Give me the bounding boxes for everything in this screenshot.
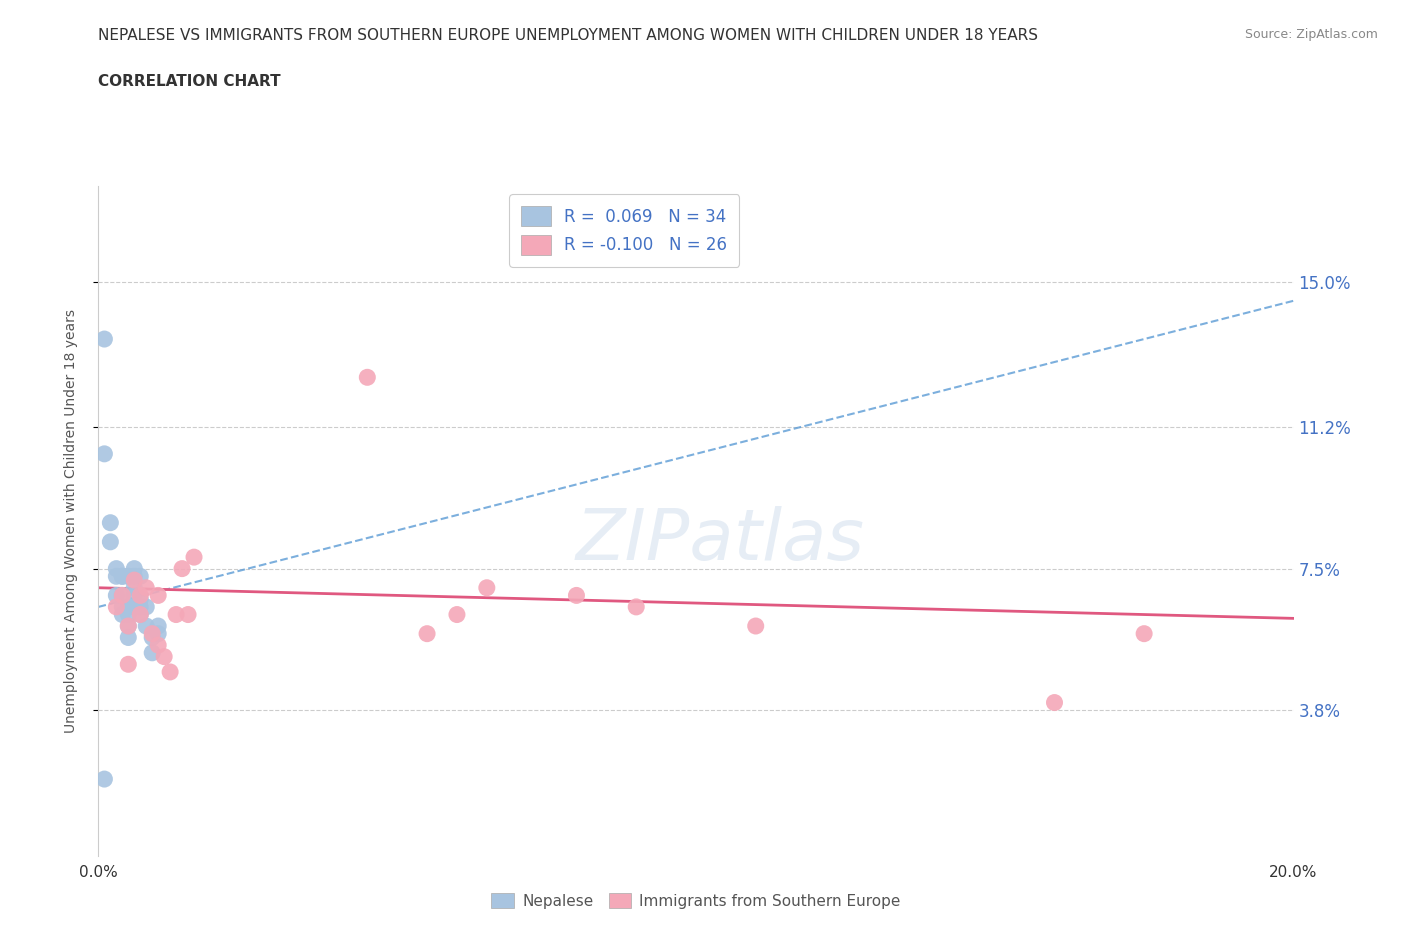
- Point: [135, 618, 157, 633]
- Point: [475, 580, 498, 595]
- Point: [159, 665, 181, 680]
- Text: CORRELATION CHART: CORRELATION CHART: [98, 74, 281, 89]
- Point: [117, 600, 139, 615]
- Point: [153, 649, 176, 664]
- Point: [117, 569, 139, 584]
- Point: [148, 638, 170, 653]
- Point: [124, 600, 146, 615]
- Text: NEPALESE VS IMMIGRANTS FROM SOUTHERN EUROPE UNEMPLOYMENT AMONG WOMEN WITH CHILDR: NEPALESE VS IMMIGRANTS FROM SOUTHERN EUR…: [98, 28, 1039, 43]
- Point: [124, 580, 146, 595]
- Point: [117, 569, 139, 584]
- Point: [111, 588, 134, 603]
- Point: [105, 569, 128, 584]
- Point: [148, 588, 170, 603]
- Point: [124, 573, 146, 588]
- Point: [93, 332, 115, 347]
- Point: [446, 607, 468, 622]
- Point: [111, 569, 134, 584]
- Point: [745, 618, 768, 633]
- Point: [117, 618, 139, 633]
- Point: [148, 626, 170, 641]
- Point: [148, 618, 170, 633]
- Point: [129, 607, 152, 622]
- Point: [111, 607, 134, 622]
- Point: [129, 600, 152, 615]
- Point: [105, 561, 128, 576]
- Point: [141, 626, 163, 641]
- Point: [129, 591, 152, 606]
- Point: [135, 600, 157, 615]
- Point: [111, 600, 134, 615]
- Point: [416, 626, 439, 641]
- Point: [1133, 626, 1156, 641]
- Text: ZIPatlas: ZIPatlas: [575, 507, 865, 576]
- Point: [129, 569, 152, 584]
- Point: [117, 607, 139, 622]
- Point: [124, 561, 146, 576]
- Point: [117, 657, 139, 671]
- Point: [626, 600, 648, 615]
- Point: [565, 588, 588, 603]
- Point: [105, 600, 128, 615]
- Point: [93, 446, 115, 461]
- Point: [111, 569, 134, 584]
- Point: [129, 588, 152, 603]
- Point: [117, 618, 139, 633]
- Point: [124, 588, 146, 603]
- Text: Source: ZipAtlas.com: Source: ZipAtlas.com: [1244, 28, 1378, 41]
- Y-axis label: Unemployment Among Women with Children Under 18 years: Unemployment Among Women with Children U…: [63, 309, 77, 733]
- Point: [135, 580, 157, 595]
- Point: [111, 588, 134, 603]
- Point: [129, 607, 152, 622]
- Point: [356, 370, 378, 385]
- Point: [100, 535, 122, 550]
- Point: [1043, 695, 1066, 710]
- Point: [105, 588, 128, 603]
- Point: [124, 569, 146, 584]
- Legend: Nepalese, Immigrants from Southern Europe: Nepalese, Immigrants from Southern Europ…: [485, 886, 907, 915]
- Point: [141, 630, 163, 644]
- Point: [183, 550, 205, 565]
- Point: [172, 561, 194, 576]
- Point: [177, 607, 200, 622]
- Point: [165, 607, 187, 622]
- Point: [100, 515, 122, 530]
- Point: [117, 630, 139, 644]
- Point: [93, 772, 115, 787]
- Point: [141, 645, 163, 660]
